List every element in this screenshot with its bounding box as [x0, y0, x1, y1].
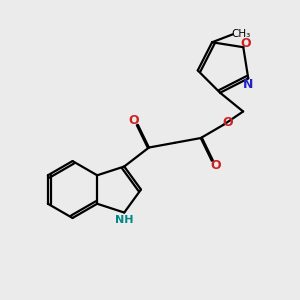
Text: N: N — [243, 78, 254, 91]
Text: CH₃: CH₃ — [231, 29, 250, 39]
Text: O: O — [222, 116, 233, 129]
Text: NH: NH — [115, 214, 134, 224]
Text: O: O — [241, 37, 251, 50]
Text: O: O — [210, 159, 221, 172]
Text: O: O — [129, 115, 140, 128]
